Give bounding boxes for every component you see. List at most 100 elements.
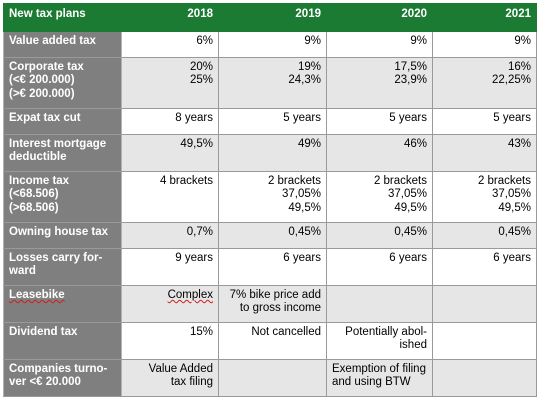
table-cell: 16% 22,25% [432, 57, 537, 109]
cell-line: 49,5% [394, 201, 427, 214]
table-cell: 5 years [218, 108, 327, 135]
cell-line: 5 years [283, 112, 321, 124]
table-row: Companies turno- ver <€ 20.000 Value Add… [3, 359, 537, 397]
cell-line: 19% [297, 61, 321, 73]
cell-line: 0,45% [288, 226, 321, 238]
cell-line: 4 brackets [159, 175, 213, 187]
cell-line: 49,5% [288, 201, 321, 214]
table-cell-empty [432, 285, 537, 323]
table-cell: 5 years [326, 108, 433, 135]
table-cell: 15% [121, 322, 219, 360]
row-label-line: Companies turno- [9, 363, 108, 375]
table-cell: 6 years [218, 248, 327, 286]
table-cell: 4 brackets [121, 171, 219, 223]
cell-line: 0,45% [498, 226, 531, 238]
table-cell-empty [432, 359, 537, 397]
cell-line: and using BTW [332, 376, 411, 389]
table-cell-empty [218, 359, 327, 397]
table-row: Leasebike Complex 7% bike price add to g… [3, 285, 537, 323]
row-label-line: (<€ 200.000) [9, 74, 75, 87]
cell-line: 6 years [389, 252, 427, 264]
cell-line: 22,25% [491, 74, 531, 87]
cell-line: 2 brackets [373, 175, 427, 187]
table-cell: 6 years [432, 248, 537, 286]
row-label-dividend-tax: Dividend tax [3, 322, 122, 360]
cell-line: 6 years [283, 252, 321, 264]
table-row: Expat tax cut 8 years 5 years 5 years 5 … [3, 108, 537, 135]
row-label-line: Dividend tax [9, 326, 78, 338]
table-row: Dividend tax 15% Not cancelled Potential… [3, 322, 537, 360]
cell-line: 0,7% [186, 226, 213, 238]
cell-line: 0,45% [394, 226, 427, 238]
row-label-line: Leasebike [9, 289, 65, 301]
table-cell: 6 years [326, 248, 433, 286]
row-label-line: Losses carry for- [9, 252, 103, 264]
cell-line: 24,3% [288, 74, 321, 87]
row-label-companies-turnover: Companies turno- ver <€ 20.000 [3, 359, 122, 397]
cell-line: 2 brackets [267, 175, 321, 187]
cell-line: 49% [297, 138, 321, 150]
header-year-2019: 2019 [218, 3, 327, 32]
cell-line: Potentially abol- [345, 326, 427, 338]
tax-plans-table: New tax plans 2018 2019 2020 2021 Value … [3, 3, 537, 397]
cell-line: 9 years [175, 252, 213, 264]
header-year-2021: 2021 [432, 3, 537, 32]
cell-line: 25% [189, 74, 213, 87]
row-label-line: (<68.506) [9, 188, 59, 201]
cell-line: 37,05% [491, 188, 531, 201]
header-year-2020: 2020 [326, 3, 433, 32]
table-cell: 8 years [121, 108, 219, 135]
row-label-income-tax: Income tax (<68.506) (>68.506) [3, 171, 122, 223]
row-label-corporate-tax: Corporate tax (<€ 200.000) (>€ 200.000) [3, 57, 122, 109]
table-cell: 2 brackets 37,05% 49,5% [218, 171, 327, 223]
table-cell: 9% [432, 31, 537, 58]
row-label-line: ward [9, 265, 36, 278]
table-cell: 0,45% [432, 222, 537, 249]
cell-line: 7% bike price add [229, 289, 321, 301]
cell-line: 6% [196, 35, 213, 47]
row-label-line: Income tax [9, 175, 70, 187]
cell-line: Not cancelled [251, 326, 321, 338]
table-cell: 49% [218, 134, 327, 172]
table-cell: Potentially abol- ished [326, 322, 433, 360]
cell-line: 49,5% [180, 138, 213, 150]
cell-line: 5 years [493, 112, 531, 124]
cell-line: 6 years [493, 252, 531, 264]
cell-line: to gross income [239, 302, 321, 315]
row-label-losses-carry-forward: Losses carry for- ward [3, 248, 122, 286]
row-label-interest-mortgage: Interest mortgage deductible [3, 134, 122, 172]
cell-line: 9% [410, 35, 427, 47]
cell-line: Complex [167, 289, 213, 301]
cell-line: 37,05% [387, 188, 427, 201]
row-label-line: Interest mortgage [9, 138, 107, 150]
cell-line: 37,05% [281, 188, 321, 201]
table-cell: 5 years [432, 108, 537, 135]
header-row: New tax plans 2018 2019 2020 2021 [3, 3, 537, 32]
tax-plans-table-container: New tax plans 2018 2019 2020 2021 Value … [3, 3, 537, 397]
cell-line: Value Added [148, 363, 213, 375]
cell-line: Exemption of filing [332, 363, 426, 375]
cell-line: 16% [507, 61, 531, 73]
cell-line: ished [399, 339, 428, 352]
row-label-value-added-tax: Value added tax [3, 31, 122, 58]
table-cell: Exemption of filing and using BTW [326, 359, 433, 397]
row-label-line: (>€ 200.000) [9, 87, 75, 100]
table-cell: 9% [326, 31, 433, 58]
table-cell: 9% [218, 31, 327, 58]
table-cell: 0,45% [218, 222, 327, 249]
table-cell: 2 brackets 37,05% 49,5% [326, 171, 433, 223]
table-row: Losses carry for- ward 9 years 6 years 6… [3, 248, 537, 286]
table-cell: Complex [121, 285, 219, 323]
cell-line: 20% [189, 61, 213, 73]
header-title: New tax plans [3, 3, 122, 32]
cell-line: 46% [403, 138, 427, 150]
table-cell: 7% bike price add to gross income [218, 285, 327, 323]
cell-line: 49,5% [498, 201, 531, 214]
table-cell: 43% [432, 134, 537, 172]
cell-line: 23,9% [394, 74, 427, 87]
cell-line: 43% [507, 138, 531, 150]
row-label-line: (>68.506) [9, 201, 59, 214]
table-row: Interest mortgage deductible 49,5% 49% 4… [3, 134, 537, 172]
table-cell: Not cancelled [218, 322, 327, 360]
header-year-2018: 2018 [121, 3, 219, 32]
